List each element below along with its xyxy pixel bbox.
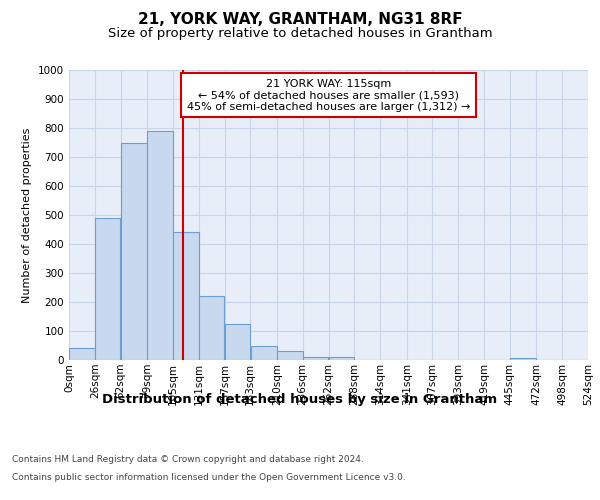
Bar	[225, 324, 250, 360]
Bar	[121, 142, 147, 360]
Text: Contains public sector information licensed under the Open Government Licence v3: Contains public sector information licen…	[12, 472, 406, 482]
Text: Distribution of detached houses by size in Grantham: Distribution of detached houses by size …	[103, 392, 497, 406]
Bar	[199, 296, 224, 360]
Text: 21, YORK WAY, GRANTHAM, NG31 8RF: 21, YORK WAY, GRANTHAM, NG31 8RF	[137, 12, 463, 28]
Bar	[277, 352, 302, 360]
Bar	[510, 358, 536, 360]
Bar	[329, 357, 354, 360]
Bar	[303, 356, 328, 360]
Y-axis label: Number of detached properties: Number of detached properties	[22, 128, 32, 302]
Bar	[173, 232, 199, 360]
Text: Size of property relative to detached houses in Grantham: Size of property relative to detached ho…	[107, 28, 493, 40]
Text: Contains HM Land Registry data © Crown copyright and database right 2024.: Contains HM Land Registry data © Crown c…	[12, 455, 364, 464]
Bar	[95, 218, 120, 360]
Bar	[69, 348, 95, 360]
Bar	[251, 346, 277, 360]
Text: 21 YORK WAY: 115sqm
← 54% of detached houses are smaller (1,593)
45% of semi-det: 21 YORK WAY: 115sqm ← 54% of detached ho…	[187, 78, 470, 112]
Bar	[148, 131, 173, 360]
